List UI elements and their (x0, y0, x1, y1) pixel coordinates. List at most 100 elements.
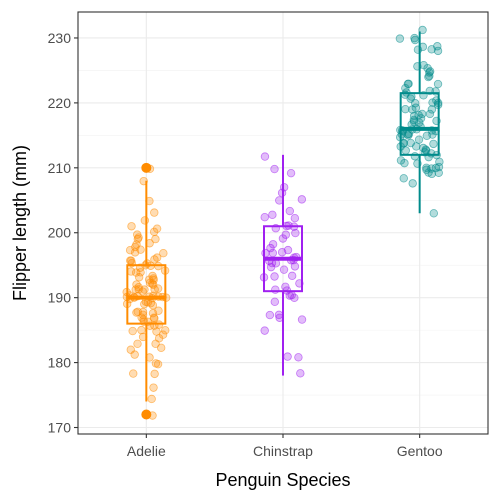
y-tick-label: 210 (48, 160, 72, 176)
box-adelie (126, 264, 167, 325)
data-point-adelie (140, 216, 150, 225)
data-point-gentoo (425, 109, 435, 119)
data-point-gentoo (433, 42, 442, 51)
data-point-adelie (150, 369, 159, 379)
data-point-chinstrap (260, 152, 270, 161)
data-point-chinstrap (270, 272, 279, 281)
data-point-gentoo (414, 135, 424, 144)
outlier-point-adelie (141, 409, 152, 420)
data-point-gentoo (409, 111, 419, 121)
data-point-gentoo (433, 79, 443, 89)
data-point-adelie (137, 325, 146, 335)
data-point-adelie (150, 255, 159, 264)
data-point-chinstrap (283, 352, 292, 361)
data-point-gentoo (406, 138, 415, 148)
data-point-adelie (127, 256, 136, 265)
data-point-chinstrap (290, 293, 299, 303)
data-point-gentoo (429, 139, 438, 149)
data-point-gentoo (427, 105, 437, 114)
data-point-adelie (156, 343, 166, 353)
data-point-gentoo (401, 146, 410, 155)
data-point-chinstrap (297, 315, 307, 324)
data-point-chinstrap (285, 206, 294, 216)
data-point-adelie (134, 285, 143, 294)
y-axis-title: Flipper length (mm) (10, 145, 30, 301)
data-point-adelie (129, 369, 138, 378)
data-point-chinstrap (286, 168, 296, 178)
data-point-chinstrap (275, 196, 284, 205)
y-tick-label: 200 (48, 225, 72, 241)
data-point-chinstrap (294, 353, 303, 362)
x-tick-label: Gentoo (397, 443, 443, 459)
x-tick-label: Adelie (127, 443, 166, 459)
x-axis-title: Penguin Species (215, 470, 350, 490)
data-point-adelie (127, 222, 136, 231)
data-point-adelie (151, 234, 160, 244)
data-point-adelie (150, 314, 159, 323)
data-point-chinstrap (279, 183, 289, 192)
x-tick-label: Chinstrap (253, 443, 313, 459)
data-point-chinstrap (283, 245, 293, 255)
data-point-gentoo (421, 146, 431, 155)
data-point-adelie (128, 326, 137, 336)
data-point-chinstrap (270, 297, 279, 306)
y-tick-label: 230 (48, 30, 72, 46)
data-point-gentoo (399, 174, 408, 183)
data-point-gentoo (395, 34, 405, 43)
data-point-chinstrap (281, 230, 291, 239)
data-point-adelie (152, 224, 162, 233)
data-point-adelie (132, 280, 141, 289)
data-point-gentoo (431, 163, 441, 173)
data-point-chinstrap (290, 213, 300, 223)
data-point-chinstrap (281, 282, 290, 292)
data-point-adelie (136, 268, 145, 277)
data-point-gentoo (410, 33, 419, 43)
data-point-adelie (153, 359, 163, 369)
outlier-point-adelie (141, 162, 152, 173)
data-point-adelie (149, 274, 158, 283)
data-point-adelie (133, 230, 142, 239)
data-point-gentoo (408, 179, 417, 188)
data-point-chinstrap (290, 262, 300, 271)
data-point-gentoo (403, 79, 413, 89)
data-point-chinstrap (296, 369, 305, 378)
data-point-adelie (150, 208, 159, 217)
data-point-gentoo (401, 104, 410, 114)
data-point-adelie (134, 273, 144, 282)
data-point-adelie (126, 345, 135, 354)
data-point-gentoo (406, 94, 415, 103)
data-point-adelie (126, 267, 136, 276)
data-point-chinstrap (271, 285, 280, 294)
data-point-adelie (133, 339, 142, 348)
data-point-chinstrap (279, 265, 289, 274)
data-point-adelie (149, 383, 158, 392)
data-point-gentoo (422, 163, 431, 173)
data-point-adelie (161, 326, 170, 335)
data-point-adelie (154, 306, 163, 315)
data-point-chinstrap (265, 310, 275, 320)
data-point-chinstrap (270, 164, 279, 174)
data-point-adelie (132, 308, 141, 317)
box-gentoo (399, 92, 440, 156)
data-point-chinstrap (268, 240, 278, 249)
y-tick-label: 190 (48, 290, 72, 306)
data-point-gentoo (417, 109, 427, 119)
y-tick-label: 170 (48, 420, 72, 436)
axis-layer: 170 180 190 200 210 220 230 Adelie Chinstrap Gent… (48, 30, 443, 459)
data-point-gentoo (425, 68, 434, 77)
data-point-gentoo (410, 152, 420, 161)
data-point-gentoo (411, 103, 421, 112)
box-layer (126, 31, 440, 420)
data-point-chinstrap (297, 195, 307, 204)
data-point-chinstrap (260, 213, 269, 222)
data-point-chinstrap (287, 271, 297, 281)
data-point-adelie (159, 248, 168, 258)
data-point-chinstrap (268, 210, 277, 220)
data-point-chinstrap (260, 326, 269, 335)
data-point-adelie (138, 307, 148, 317)
data-point-gentoo (400, 158, 409, 168)
data-point-gentoo (429, 209, 439, 218)
